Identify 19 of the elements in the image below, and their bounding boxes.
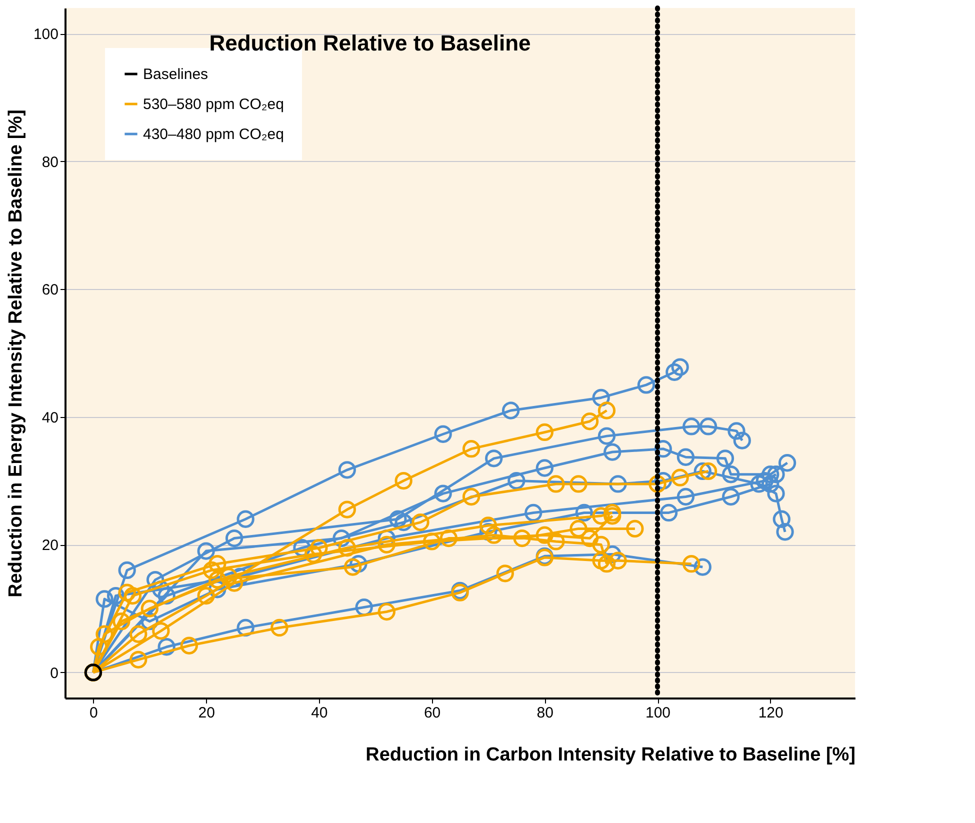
y-tick-label: 80 bbox=[42, 154, 58, 171]
y-tick-label: 100 bbox=[33, 26, 58, 44]
text: Reduction Relative to Baseline bbox=[209, 30, 531, 56]
y-tick-label: 20 bbox=[42, 537, 58, 554]
y-tick-label: 0 bbox=[50, 664, 58, 682]
y-axis-title: Reduction in Energy Intensity Relative to Baseline [%] bbox=[5, 110, 26, 598]
x-tick-label: 100 bbox=[645, 704, 671, 722]
x-tick-label: 40 bbox=[311, 704, 328, 722]
x-axis-title: Reduction in Carbon Intensity Relative to Baseline [%] bbox=[366, 744, 856, 766]
legend-label: Baselines bbox=[143, 66, 208, 83]
y-tick-label: 40 bbox=[42, 409, 58, 426]
x-tick-label: 20 bbox=[198, 704, 215, 722]
x-tick-label: 60 bbox=[424, 704, 441, 722]
x-tick-label: 0 bbox=[90, 704, 98, 722]
x-tick-label: 80 bbox=[536, 704, 554, 722]
x-tick-label: 120 bbox=[758, 704, 784, 722]
y-tick-label: 60 bbox=[42, 282, 58, 299]
legend-label: 430–480 ppm CO₂eq bbox=[143, 126, 284, 143]
legend-label: 530–580 ppm CO₂eq bbox=[143, 96, 284, 113]
